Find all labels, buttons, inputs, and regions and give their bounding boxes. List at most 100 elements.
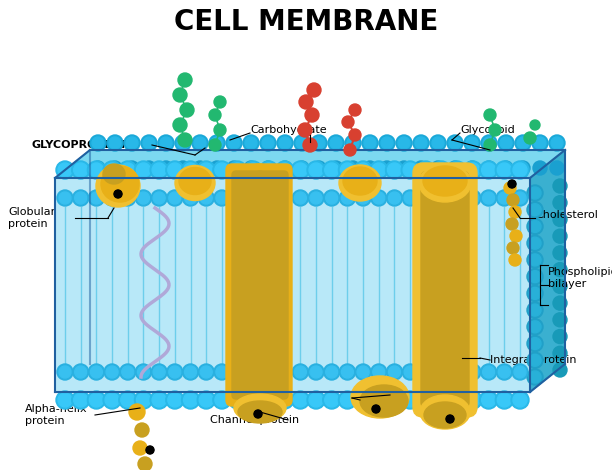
Circle shape <box>498 135 514 151</box>
Circle shape <box>371 364 387 380</box>
FancyBboxPatch shape <box>413 163 477 417</box>
Circle shape <box>138 457 152 470</box>
Circle shape <box>231 163 245 177</box>
Circle shape <box>372 393 386 407</box>
Circle shape <box>245 137 257 149</box>
FancyBboxPatch shape <box>256 171 288 399</box>
Circle shape <box>432 137 444 149</box>
Circle shape <box>553 263 567 277</box>
Circle shape <box>495 391 513 409</box>
Ellipse shape <box>343 167 377 195</box>
Circle shape <box>244 161 263 179</box>
Circle shape <box>109 137 121 149</box>
Circle shape <box>193 161 207 175</box>
Circle shape <box>517 137 529 149</box>
Ellipse shape <box>423 166 467 196</box>
Circle shape <box>246 163 260 177</box>
Text: Channel protein: Channel protein <box>210 415 299 425</box>
FancyBboxPatch shape <box>232 171 264 399</box>
Circle shape <box>340 163 354 177</box>
Circle shape <box>91 366 102 378</box>
Circle shape <box>173 118 187 132</box>
Circle shape <box>103 391 121 409</box>
Circle shape <box>260 161 278 179</box>
Circle shape <box>142 161 156 175</box>
Circle shape <box>213 161 231 179</box>
Circle shape <box>549 135 565 151</box>
Circle shape <box>59 192 71 204</box>
Circle shape <box>349 129 361 141</box>
Circle shape <box>213 391 231 409</box>
Circle shape <box>513 393 527 407</box>
Circle shape <box>167 190 183 206</box>
Circle shape <box>261 161 275 175</box>
Circle shape <box>447 415 453 423</box>
Circle shape <box>295 161 309 175</box>
Circle shape <box>167 364 183 380</box>
Circle shape <box>152 163 166 177</box>
Circle shape <box>153 192 165 204</box>
Circle shape <box>122 192 134 204</box>
Circle shape <box>340 190 356 206</box>
Circle shape <box>169 366 181 378</box>
Circle shape <box>403 393 417 407</box>
Circle shape <box>198 190 214 206</box>
FancyBboxPatch shape <box>421 171 469 409</box>
Circle shape <box>122 366 134 378</box>
Circle shape <box>436 192 447 204</box>
Circle shape <box>342 116 354 128</box>
Circle shape <box>211 137 223 149</box>
Circle shape <box>227 161 241 175</box>
Circle shape <box>277 364 293 380</box>
Circle shape <box>507 194 519 206</box>
Circle shape <box>338 391 356 409</box>
Circle shape <box>293 163 307 177</box>
Circle shape <box>370 391 388 409</box>
Circle shape <box>504 182 516 194</box>
Circle shape <box>482 163 496 177</box>
Circle shape <box>262 163 276 177</box>
Circle shape <box>482 393 496 407</box>
Circle shape <box>496 190 512 206</box>
Circle shape <box>357 366 369 378</box>
Circle shape <box>311 135 327 151</box>
Circle shape <box>182 190 198 206</box>
Circle shape <box>73 364 89 380</box>
Circle shape <box>277 135 293 151</box>
Circle shape <box>135 391 152 409</box>
Circle shape <box>313 137 325 149</box>
Circle shape <box>278 163 292 177</box>
Circle shape <box>73 163 88 177</box>
Circle shape <box>527 202 543 218</box>
Circle shape <box>514 366 526 378</box>
Text: Integral protein: Integral protein <box>490 355 577 365</box>
Circle shape <box>481 135 497 151</box>
Circle shape <box>402 190 418 206</box>
Polygon shape <box>530 150 565 392</box>
Ellipse shape <box>360 385 408 417</box>
Circle shape <box>324 190 340 206</box>
Circle shape <box>303 138 317 152</box>
Circle shape <box>75 192 87 204</box>
Circle shape <box>553 179 567 193</box>
Text: Cholesterol: Cholesterol <box>535 210 598 220</box>
Circle shape <box>529 304 541 316</box>
Circle shape <box>215 393 229 407</box>
Ellipse shape <box>175 165 215 201</box>
Circle shape <box>58 393 72 407</box>
Circle shape <box>229 391 247 409</box>
Circle shape <box>105 163 119 177</box>
Text: Peripheral protein: Peripheral protein <box>360 395 460 405</box>
Circle shape <box>182 364 198 380</box>
Circle shape <box>516 161 530 175</box>
Ellipse shape <box>351 376 409 418</box>
Circle shape <box>255 410 261 417</box>
Circle shape <box>184 192 196 204</box>
Circle shape <box>114 190 122 197</box>
Circle shape <box>500 137 512 149</box>
Circle shape <box>357 192 369 204</box>
Circle shape <box>398 137 410 149</box>
Circle shape <box>263 366 275 378</box>
Circle shape <box>529 287 541 299</box>
Circle shape <box>278 393 292 407</box>
